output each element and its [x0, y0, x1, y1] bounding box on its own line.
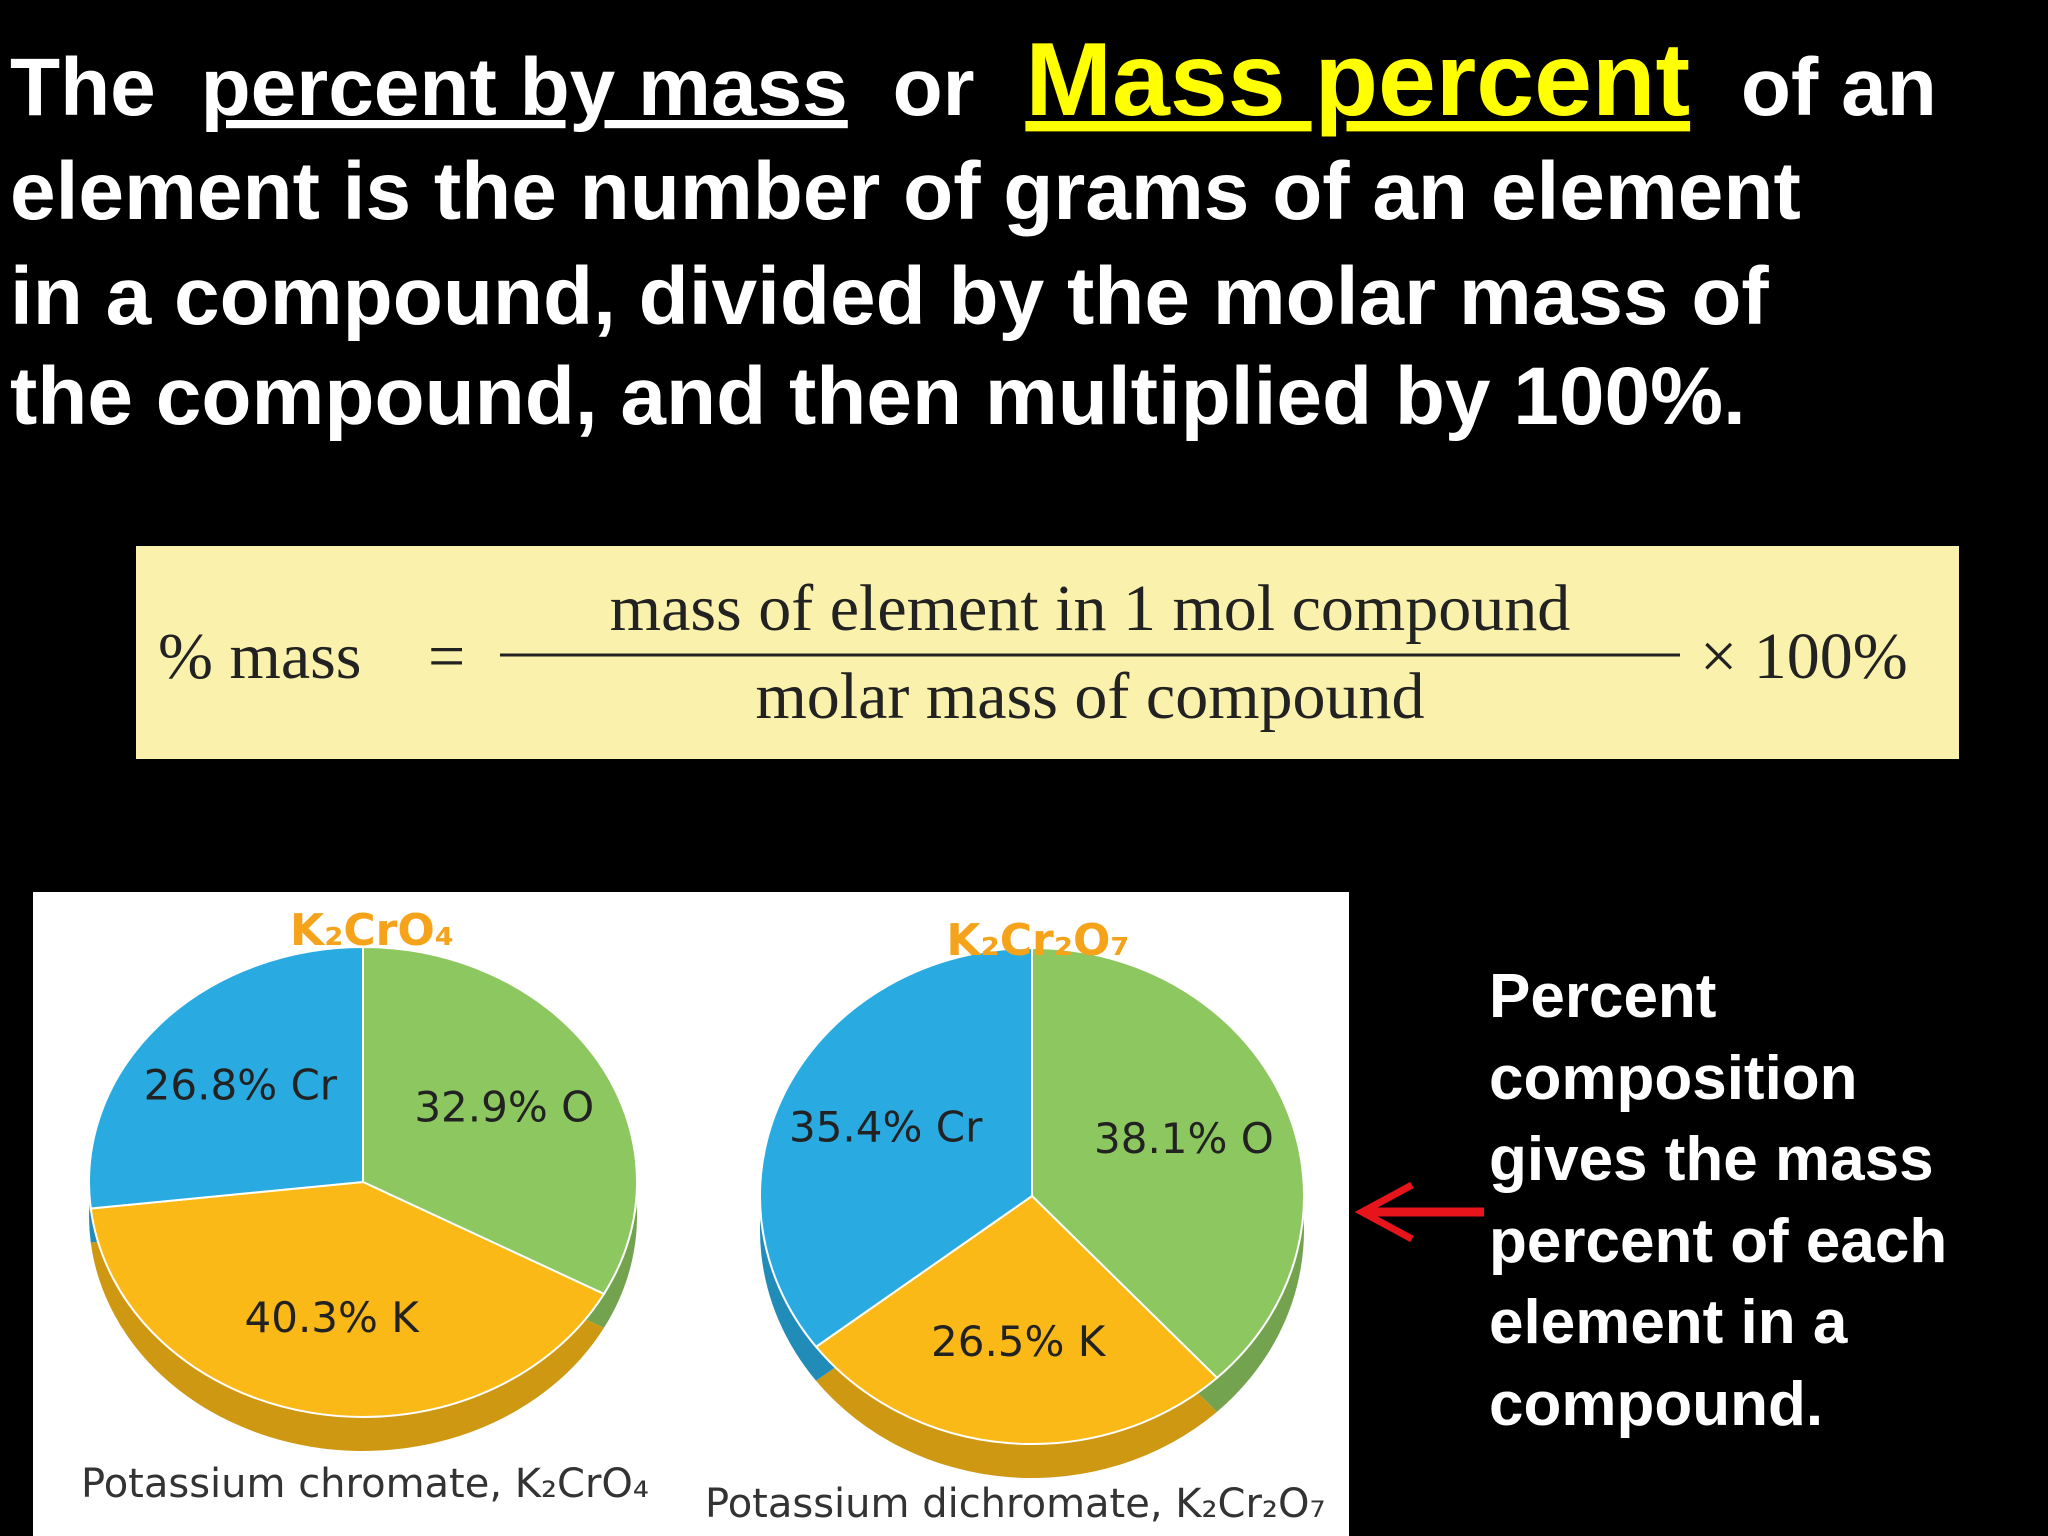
charts: 32.9% O 40.3% K 26.8% Cr K₂CrO₄ Potassium ch… [81, 905, 1325, 1527]
formula-box [136, 546, 1959, 759]
pie-slice [89, 1180, 606, 1418]
arrow-head [1354, 1181, 1414, 1243]
data-label: 38.1% O [1094, 1114, 1274, 1163]
side-note-line: gives the mass [1489, 1125, 1934, 1194]
data-label: 32.9% O [414, 1082, 594, 1131]
arrow [1354, 1181, 1484, 1243]
heading-text: or [893, 42, 975, 133]
heading-text: of an [1741, 42, 1937, 133]
side-note-line: composition [1489, 1044, 1858, 1113]
pie-slice [88, 945, 364, 1210]
formula-numerator: mass of element in 1 mol compound [610, 572, 1571, 645]
pie-slice [759, 946, 1033, 1349]
heading-line: the compound, and then multiplied by 100… [10, 351, 1746, 442]
chart-caption: Potassium chromate, K₂CrO₄ [81, 1461, 649, 1507]
data-label: 26.5% K [931, 1317, 1107, 1366]
pie-slice [1031, 946, 1305, 1380]
side-note-line: element in a [1489, 1288, 1848, 1357]
data-label: 40.3% K [245, 1293, 421, 1342]
heading-line: in a compound, divided by the molar mass… [10, 251, 1769, 342]
pie-slice [362, 945, 639, 1296]
side-note-line: Percent [1489, 962, 1716, 1031]
pie-slice [814, 1194, 1219, 1445]
heading-term: percent by mass [201, 42, 848, 133]
formula-equals: = [428, 620, 465, 693]
formula-lhs: % mass [158, 620, 361, 693]
chart-title: K₂Cr₂O₇ [946, 915, 1129, 966]
formula-factor: × 100% [1700, 620, 1908, 693]
data-label: 26.8% Cr [144, 1061, 338, 1110]
heading-highlight: Mass percent [1025, 22, 1690, 138]
side-note-line: compound. [1489, 1370, 1823, 1439]
chart-title: K₂CrO₄ [290, 905, 454, 956]
formula-denominator: molar mass of compound [755, 660, 1424, 733]
heading-line: element is the number of grams of an ele… [10, 146, 1801, 237]
side-note-line: percent of each [1489, 1207, 1947, 1276]
chart-caption: Potassium dichromate, K₂Cr₂O₇ [705, 1481, 1325, 1527]
heading-text: The [10, 42, 156, 133]
heading-line: The percent by mass or Mass percent of a… [10, 22, 1937, 138]
data-label: 35.4% Cr [789, 1103, 983, 1152]
